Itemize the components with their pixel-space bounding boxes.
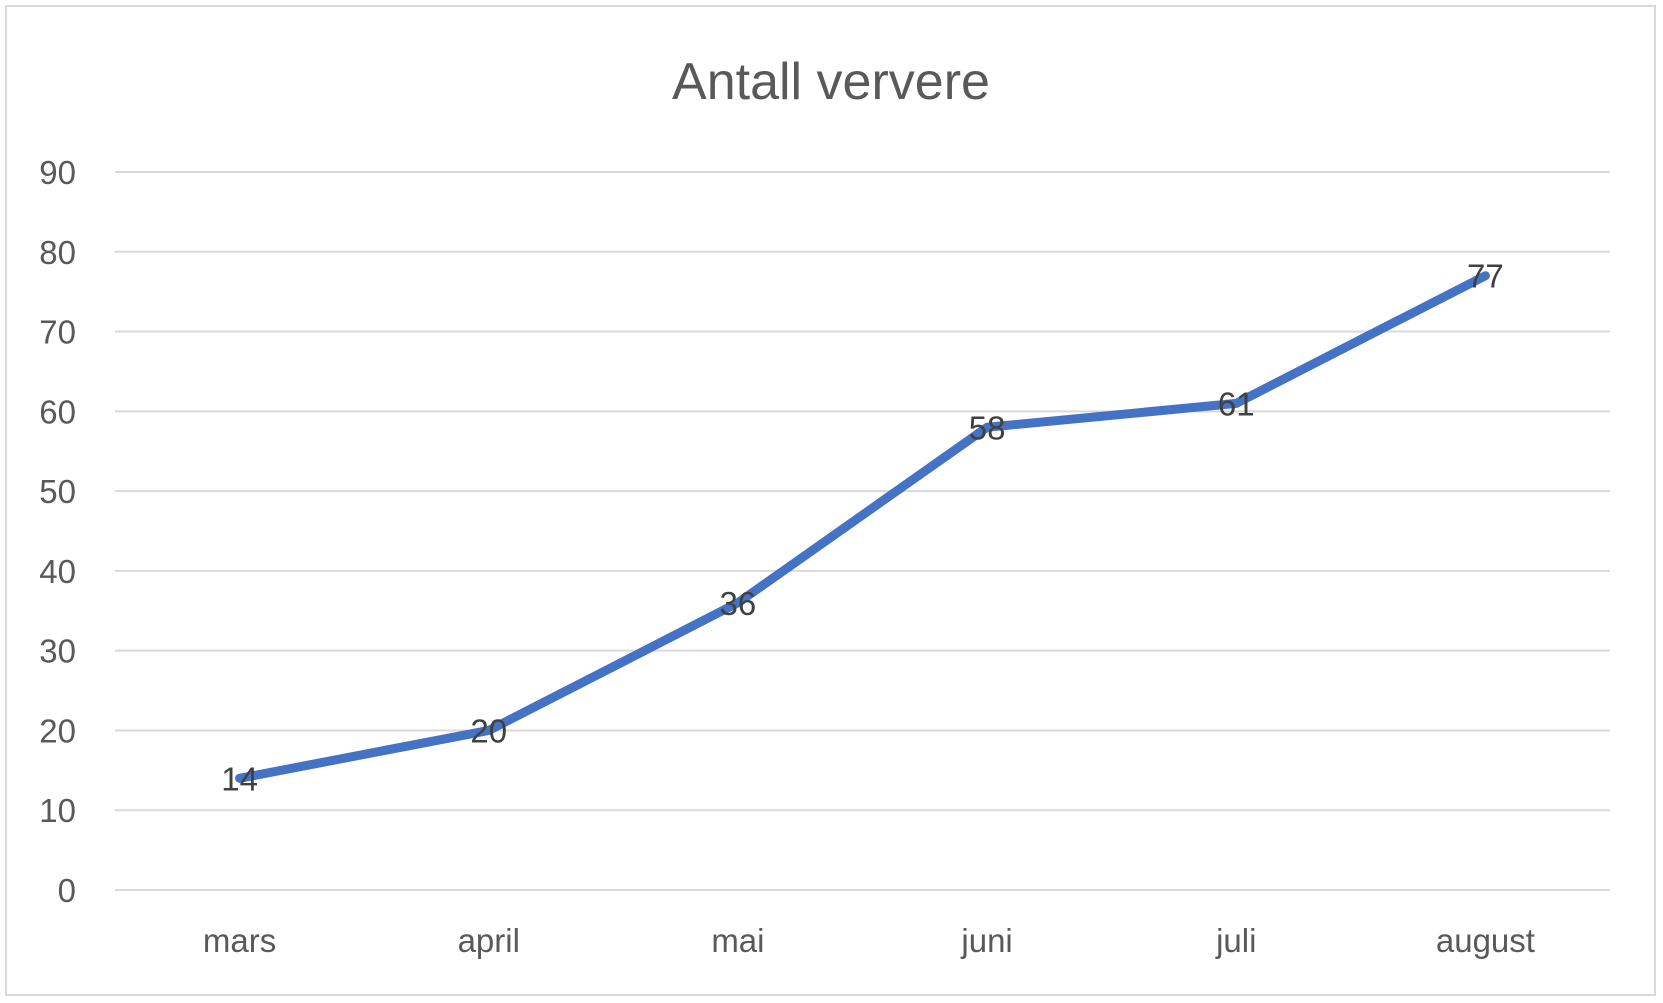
x-tick-label: april — [458, 922, 520, 959]
data-point — [736, 601, 739, 604]
x-tick-label: august — [1436, 922, 1535, 959]
y-tick-label: 40 — [39, 553, 76, 590]
x-tick-label: mai — [711, 922, 764, 959]
y-tick-label: 50 — [39, 473, 76, 510]
data-label: 58 — [969, 409, 1006, 446]
y-tick-label: 90 — [39, 154, 76, 191]
data-labels: 14 20 36 58 61 77 — [221, 258, 1504, 798]
y-tick-label: 30 — [39, 633, 76, 670]
data-point — [1484, 274, 1487, 277]
gridlines — [115, 171, 1610, 891]
chart-title: Antall ververe — [672, 53, 990, 111]
y-tick-label: 70 — [39, 314, 76, 351]
y-axis-tick-labels: 0 10 20 30 40 50 60 70 80 90 — [39, 154, 76, 909]
y-tick-label: 60 — [39, 393, 76, 430]
chart-frame — [5, 5, 1656, 996]
x-axis-tick-labels: mars april mai juni juli august — [203, 922, 1535, 959]
data-point — [238, 777, 241, 780]
y-tick-label: 20 — [39, 712, 76, 749]
data-label: 36 — [720, 585, 757, 622]
data-point — [986, 426, 989, 429]
data-label: 61 — [1218, 385, 1255, 422]
x-tick-label: juli — [1215, 922, 1256, 959]
x-tick-label: juni — [960, 922, 1012, 959]
y-tick-label: 10 — [39, 792, 76, 829]
data-label: 20 — [470, 712, 507, 749]
series-layer — [235, 271, 1490, 783]
data-label: 77 — [1467, 258, 1504, 295]
x-tick-label: mars — [203, 922, 276, 959]
data-label: 14 — [221, 760, 258, 797]
y-tick-label: 0 — [58, 872, 76, 909]
series-line — [235, 271, 1490, 783]
data-point — [487, 729, 490, 732]
y-tick-label: 80 — [39, 234, 76, 271]
data-point — [1235, 402, 1238, 405]
